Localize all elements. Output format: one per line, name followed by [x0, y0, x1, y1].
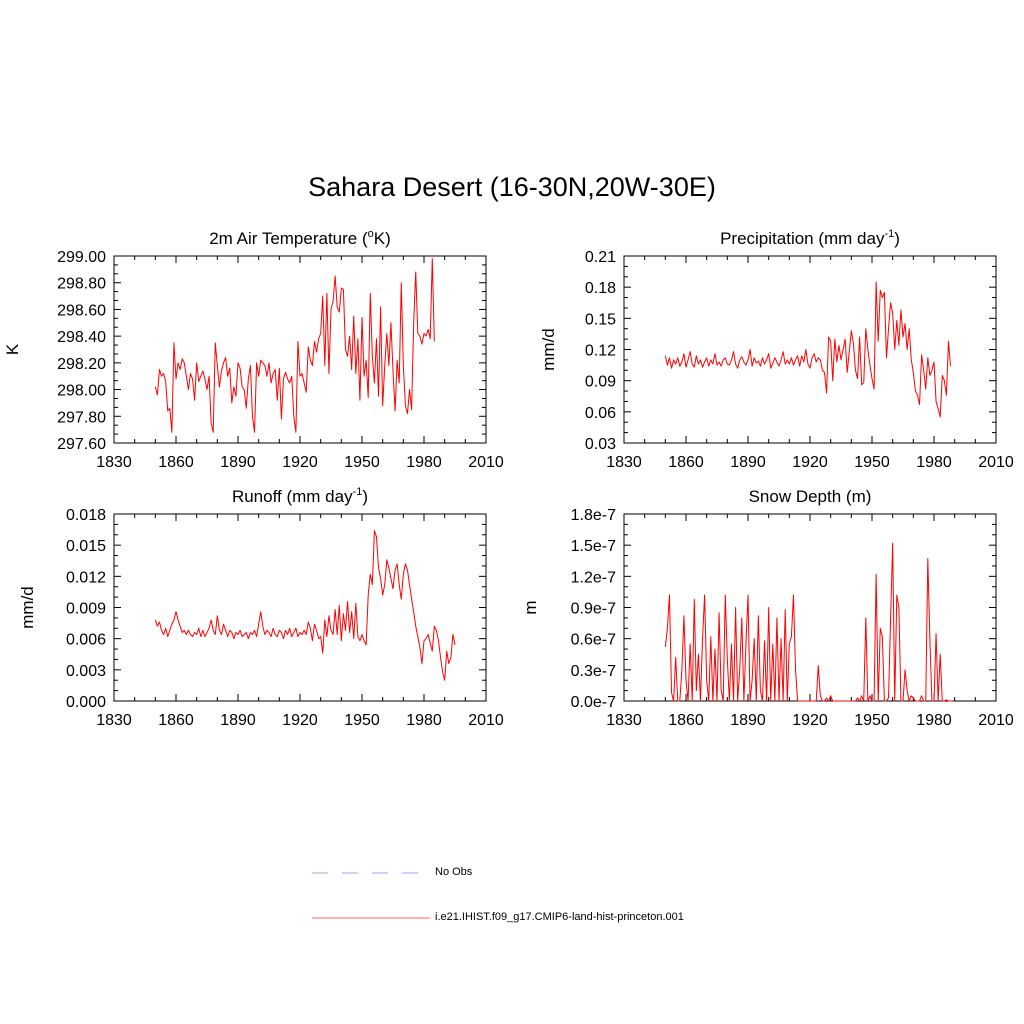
panel-temperature: 1830 1860 1890 1920 1950 1980 2010 297.60 297.80… [3, 228, 504, 471]
x-tick-label: 1830 [96, 454, 132, 471]
y-tick-label: 299.00 [57, 249, 106, 266]
x-tick-label: 1830 [606, 454, 642, 471]
x-tick-label: 1860 [158, 454, 194, 471]
x-tick-label: 1950 [854, 454, 890, 471]
y-tick-label: 0.9e-7 [571, 601, 616, 618]
y-tick-label: 0.003 [66, 663, 106, 680]
x-tick-label: 2010 [468, 712, 504, 729]
x-tick-label: 2010 [978, 454, 1014, 471]
x-tick-label: 1950 [344, 454, 380, 471]
panel-title: Snow Depth (m) [749, 487, 872, 506]
legend-label-obs: No Obs [435, 866, 473, 878]
panel-runoff: 1830 1860 1890 1920 1950 1980 2010 0.000 0.003 0.… [18, 486, 504, 729]
x-tick-label: 1980 [406, 712, 442, 729]
plot-frame [623, 513, 997, 702]
legend-label-model: i.e21.IHIST.f09_g17.CMIP6-land-hist-prin… [435, 911, 684, 923]
x-tick-label: 1890 [220, 712, 256, 729]
y-tick-label: 0.06 [585, 405, 616, 422]
y-axis-label: m [521, 600, 540, 614]
y-tick-label: 0.6e-7 [571, 632, 616, 649]
y-tick-label: 0.006 [66, 632, 106, 649]
x-tick-label: 1920 [282, 454, 318, 471]
x-tick-label: 1980 [406, 454, 442, 471]
x-tick-label: 1950 [854, 712, 890, 729]
y-tick-label: 1.8e-7 [571, 507, 616, 524]
y-axis-label: mm/d [539, 328, 558, 371]
x-tick-label: 1890 [730, 712, 766, 729]
x-tick-label: 1980 [916, 712, 952, 729]
y-tick-label: 0.18 [585, 280, 616, 297]
y-tick-label: 0.012 [66, 569, 106, 586]
y-tick-label: 0.09 [585, 374, 616, 391]
x-tick-label: 1950 [344, 712, 380, 729]
x-tick-label: 1920 [282, 712, 318, 729]
panel-snow-depth: 1830 1860 1890 1920 1950 1980 2010 0.0e-7 0.3e-7… [521, 487, 1014, 729]
x-tick-label: 1860 [668, 712, 704, 729]
y-tick-label: 0.15 [585, 311, 616, 328]
x-tick-label: 1890 [220, 454, 256, 471]
y-tick-label: 297.60 [57, 436, 106, 453]
plot-frame [113, 513, 487, 702]
x-tick-label: 1860 [668, 454, 704, 471]
x-tick-label: 1980 [916, 454, 952, 471]
y-tick-label: 0.03 [585, 436, 616, 453]
legend [312, 872, 430, 919]
panel-title: Runoff (mm day-1) [232, 486, 368, 506]
y-tick-label: 298.20 [57, 356, 106, 373]
y-tick-label: 0.009 [66, 601, 106, 618]
x-tick-label: 2010 [978, 712, 1014, 729]
y-tick-label: 298.00 [57, 383, 106, 400]
series-line-model [664, 542, 953, 702]
series-line-model [154, 258, 435, 433]
y-tick-label: 1.5e-7 [571, 538, 616, 555]
series-line-model [154, 530, 456, 681]
y-axis-label: K [3, 343, 22, 355]
y-tick-label: 297.80 [57, 409, 106, 426]
y-tick-label: 0.000 [66, 694, 106, 711]
panel-precipitation: 1830 1860 1890 1920 1950 1980 2010 0.03 0.06 0.09… [539, 228, 1014, 471]
y-tick-label: 298.60 [57, 302, 106, 319]
y-tick-label: 0.018 [66, 507, 106, 524]
x-tick-label: 1920 [792, 712, 828, 729]
panel-title: Precipitation (mm day-1) [720, 228, 900, 248]
panel-title: 2m Air Temperature (oK) [209, 228, 391, 248]
figure-title: Sahara Desert (16-30N,20W-30E) [308, 172, 716, 202]
x-tick-label: 1860 [158, 712, 194, 729]
y-tick-label: 0.3e-7 [571, 663, 616, 680]
y-tick-label: 0.21 [585, 249, 616, 266]
x-tick-label: 1830 [96, 712, 132, 729]
y-axis-label: mm/d [18, 586, 37, 629]
x-tick-label: 1830 [606, 712, 642, 729]
y-tick-label: 1.2e-7 [571, 569, 616, 586]
x-tick-label: 1920 [792, 454, 828, 471]
y-tick-label: 0.12 [585, 343, 616, 360]
x-tick-label: 2010 [468, 454, 504, 471]
y-tick-label: 298.40 [57, 329, 106, 346]
series-line-model [664, 281, 952, 418]
x-tick-label: 1890 [730, 454, 766, 471]
y-tick-label: 0.015 [66, 538, 106, 555]
plot-frame [113, 255, 487, 444]
y-tick-label: 298.80 [57, 276, 106, 293]
y-tick-label: 0.0e-7 [571, 694, 616, 711]
